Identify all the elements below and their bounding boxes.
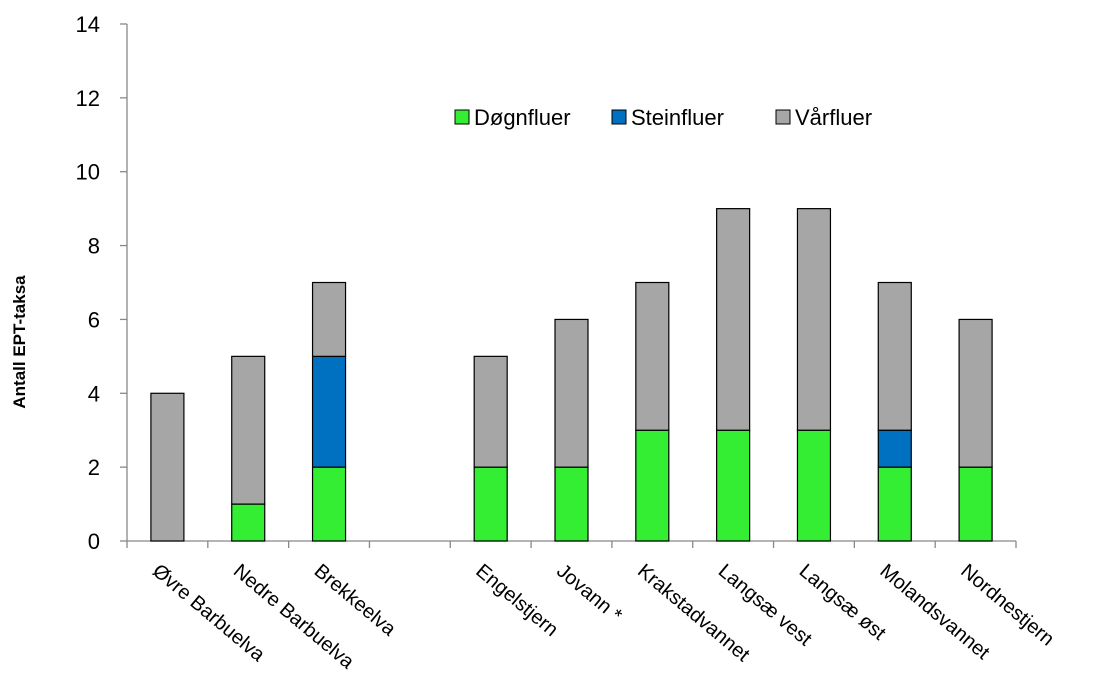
bar-segment (877, 466, 912, 542)
bar-segment (796, 429, 832, 542)
bar-segment (473, 355, 508, 468)
y-tick-label: 10 (76, 160, 100, 185)
bar-segment (311, 281, 347, 357)
bar-segment (150, 392, 185, 542)
bar-segment (716, 208, 751, 431)
bar-segment (554, 318, 589, 468)
bar-segment (554, 466, 589, 542)
bar-segment (877, 281, 912, 431)
bar-segment (311, 355, 347, 468)
bar-segment (877, 429, 912, 468)
y-tick-label: 8 (88, 234, 100, 259)
bar-segment (958, 318, 993, 468)
y-tick-label: 4 (88, 381, 100, 406)
bar-segment (796, 208, 832, 431)
x-axis (126, 540, 1017, 548)
bar-segment (716, 429, 751, 542)
legend-swatch (611, 109, 627, 125)
legend-label: Steinfluer (631, 105, 724, 130)
bar-segment (231, 355, 266, 505)
y-axis-title: Antall EPT-taksa (10, 275, 29, 409)
category-label: Engelstjern (471, 560, 562, 641)
bar-segment (958, 466, 993, 542)
bars (150, 208, 993, 542)
y-tick-label: 14 (76, 12, 100, 37)
y-tick-label: 0 (88, 529, 100, 554)
legend-label: Døgnfluer (474, 105, 571, 130)
y-tick-label: 12 (76, 86, 100, 111)
legend-swatch (454, 109, 470, 125)
y-tick-label: 2 (88, 455, 100, 480)
bar-segment (473, 466, 508, 542)
category-label: Jovann * (552, 560, 626, 627)
bar-segment (231, 503, 266, 542)
legend-label: Vårfluer (795, 105, 872, 130)
legend: Døgnfluer Steinfluer Vårfluer (454, 105, 872, 130)
bar-segment (311, 466, 347, 542)
bar-segment (635, 281, 670, 431)
legend-swatch (775, 109, 791, 125)
bar-segment (635, 429, 670, 542)
y-tick-label: 6 (88, 307, 100, 332)
y-axis: 0 2 4 6 8 10 12 14 (76, 12, 128, 554)
